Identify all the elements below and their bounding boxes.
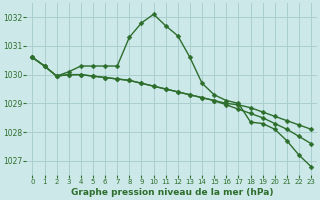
X-axis label: Graphe pression niveau de la mer (hPa): Graphe pression niveau de la mer (hPa): [70, 188, 273, 197]
